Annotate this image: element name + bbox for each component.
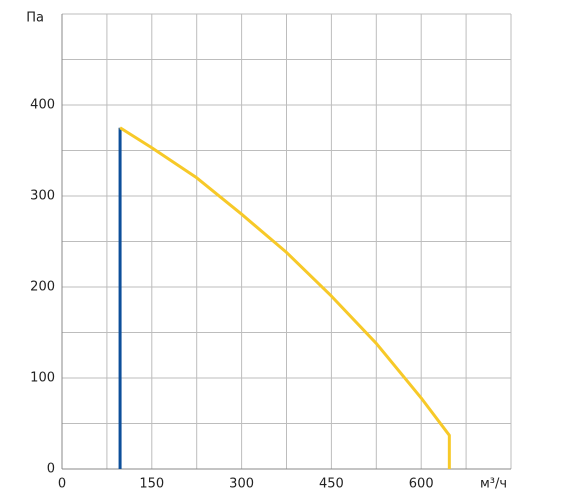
- y-tick-label: 300: [30, 189, 55, 204]
- x-tick-label: 450: [319, 477, 344, 492]
- x-tick-label: 600: [409, 477, 434, 492]
- x-tick-label: 300: [229, 477, 254, 492]
- y-axis-label: Па: [26, 11, 44, 26]
- y-tick-label: 0: [47, 462, 55, 477]
- y-tick-label: 200: [30, 280, 55, 295]
- y-tick-label: 100: [30, 371, 55, 386]
- x-tick-label: 150: [139, 477, 164, 492]
- line-series: [119, 126, 451, 469]
- x-axis-label: м³/ч: [480, 477, 507, 492]
- y-tick-label: 400: [30, 98, 55, 113]
- x-tick-label: 0: [58, 477, 66, 492]
